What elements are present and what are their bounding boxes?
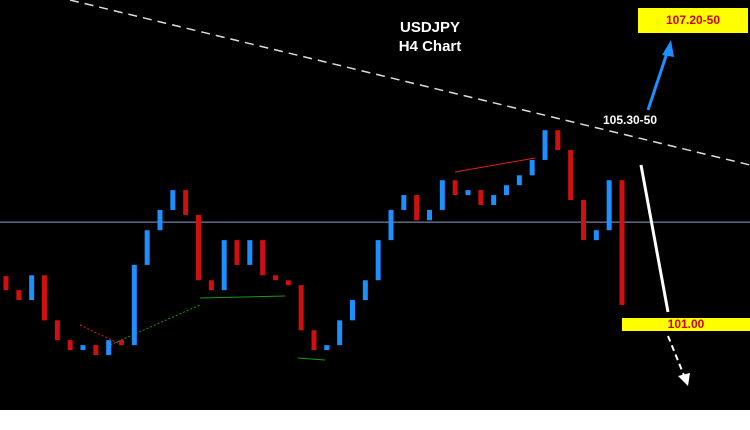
candle-body [606,180,612,231]
arrow [639,164,670,313]
candle-body [414,195,420,221]
candle-body [93,345,99,356]
candle-body [144,230,150,265]
candle-body [29,275,35,301]
candle-body [337,320,343,346]
candle-body [542,130,548,160]
candle-body [427,209,432,221]
candle-body [119,340,124,346]
chart-title: USDJPY [400,19,460,36]
candle-body [131,264,137,346]
pattern-line [109,304,201,346]
target-box [622,318,750,331]
arrow [667,335,686,379]
candle-body [3,276,9,291]
candle-body [478,190,484,205]
plot-background [0,0,750,410]
candle-body [80,345,86,351]
candle-body [234,240,240,265]
candle-body [170,190,176,210]
candle-body [196,214,201,281]
candle-body [362,280,368,301]
candle-body [581,200,586,241]
candle-body [350,300,355,321]
trend-line [69,0,750,166]
target-label: 107.20-50 [666,13,720,27]
candle-body [491,195,497,205]
candle-body [516,175,522,186]
candle-body [16,290,22,301]
candle-body [452,180,458,196]
candle-body [619,180,625,306]
target-box [638,8,748,33]
candle-body [324,345,330,351]
chart-subtitle: H4 Chart [399,38,462,55]
candle-body [504,185,509,196]
candle-body [555,130,561,151]
candle-body [311,330,317,351]
pattern-line [297,357,326,361]
target-label: 101.00 [668,317,705,331]
arrow-head [678,373,690,386]
candle-body [465,190,471,196]
candle-body [247,240,253,265]
pattern-line [199,295,286,299]
candle-body [388,209,394,241]
candles [0,130,750,356]
candle-body [221,240,227,291]
candle-body [298,285,304,331]
arrow-head [662,40,674,57]
candle-body [529,159,535,176]
candle-body [285,280,291,286]
candle-body [260,240,266,276]
candle-body [273,275,278,281]
candle-body [183,190,189,215]
pattern-line [454,157,536,173]
candle-body [67,340,73,351]
level-label: 105.30-50 [603,113,657,127]
arrow [646,49,670,111]
candle-body [54,320,60,341]
candle-body [375,240,381,281]
candle-body [157,209,163,231]
candle-body [42,275,47,321]
candle-body [439,180,445,210]
candle-body [401,195,407,210]
candle-body [593,230,599,241]
candle-body [106,340,112,356]
candle-body [208,280,214,291]
candle-body [568,150,574,201]
